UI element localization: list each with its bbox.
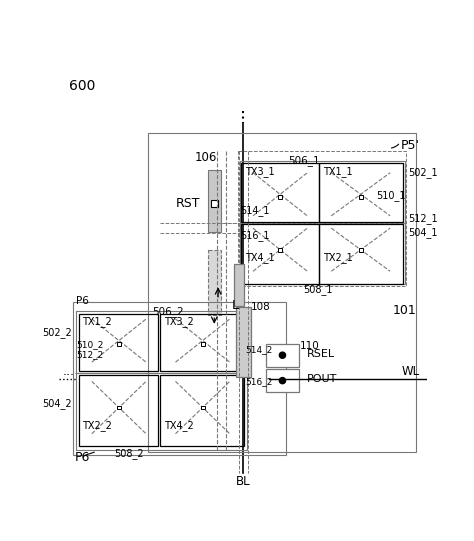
Bar: [240, 161, 405, 223]
Bar: [148, 133, 416, 452]
Text: P6: P6: [75, 451, 90, 464]
Text: 516_2: 516_2: [245, 377, 273, 386]
Bar: [266, 344, 299, 367]
Text: POUT: POUT: [307, 374, 337, 384]
Bar: [235, 263, 244, 306]
Text: 504_1: 504_1: [408, 227, 438, 237]
Text: 514_1: 514_1: [240, 205, 269, 216]
Bar: [79, 375, 158, 446]
Bar: [76, 373, 247, 450]
Text: 516_1: 516_1: [240, 230, 269, 241]
Text: 504_2: 504_2: [42, 398, 72, 409]
Bar: [201, 342, 205, 346]
Bar: [278, 248, 282, 252]
Bar: [73, 302, 286, 454]
Bar: [319, 163, 402, 222]
Text: ...: ...: [63, 365, 75, 378]
Text: TX3_1: TX3_1: [245, 166, 275, 177]
Bar: [359, 248, 363, 252]
Text: 508_2: 508_2: [114, 448, 144, 459]
Text: WL: WL: [401, 365, 419, 378]
Text: 508_1: 508_1: [303, 285, 333, 295]
Bar: [117, 342, 121, 346]
Text: 512_1: 512_1: [408, 214, 438, 225]
Bar: [266, 369, 299, 392]
Text: TX2_1: TX2_1: [323, 252, 353, 263]
Text: 600: 600: [69, 79, 95, 93]
Text: L: L: [231, 299, 238, 312]
Bar: [237, 151, 406, 286]
Bar: [117, 406, 121, 410]
Bar: [208, 170, 221, 232]
Text: TX3_2: TX3_2: [164, 316, 193, 327]
Text: P6: P6: [76, 296, 89, 306]
Bar: [359, 195, 363, 199]
Text: 510_1: 510_1: [376, 190, 406, 201]
Text: 108: 108: [251, 302, 271, 312]
Text: 514_2: 514_2: [245, 345, 273, 354]
Circle shape: [279, 352, 285, 358]
Bar: [160, 375, 245, 446]
Bar: [241, 225, 319, 283]
Text: 506_1: 506_1: [288, 155, 319, 166]
Bar: [240, 223, 405, 285]
Circle shape: [279, 378, 285, 384]
Bar: [241, 163, 319, 222]
Text: 506_2: 506_2: [152, 306, 184, 317]
Bar: [319, 225, 402, 283]
Text: 502_1: 502_1: [408, 167, 438, 178]
Bar: [76, 311, 247, 373]
Text: BL: BL: [236, 474, 250, 487]
Bar: [208, 250, 221, 315]
Text: 512_2: 512_2: [76, 350, 103, 359]
Text: 106: 106: [195, 151, 217, 164]
Bar: [211, 200, 218, 207]
Text: TX1_2: TX1_2: [82, 316, 112, 327]
Text: TX1_1: TX1_1: [323, 166, 352, 177]
Bar: [79, 314, 158, 371]
Text: 502_2: 502_2: [42, 327, 72, 338]
Bar: [236, 307, 251, 377]
Text: TX4_2: TX4_2: [164, 420, 193, 431]
Text: 101: 101: [392, 304, 416, 316]
Text: RST: RST: [175, 197, 200, 210]
Text: RSEL: RSEL: [307, 348, 336, 359]
Bar: [201, 406, 205, 410]
Text: 110: 110: [300, 341, 319, 351]
Text: TX4_1: TX4_1: [245, 252, 275, 263]
Text: 510_2: 510_2: [76, 340, 104, 349]
Text: TX2_2: TX2_2: [82, 420, 112, 431]
Bar: [278, 195, 282, 199]
Bar: [160, 314, 245, 371]
Text: P5': P5': [400, 139, 419, 152]
